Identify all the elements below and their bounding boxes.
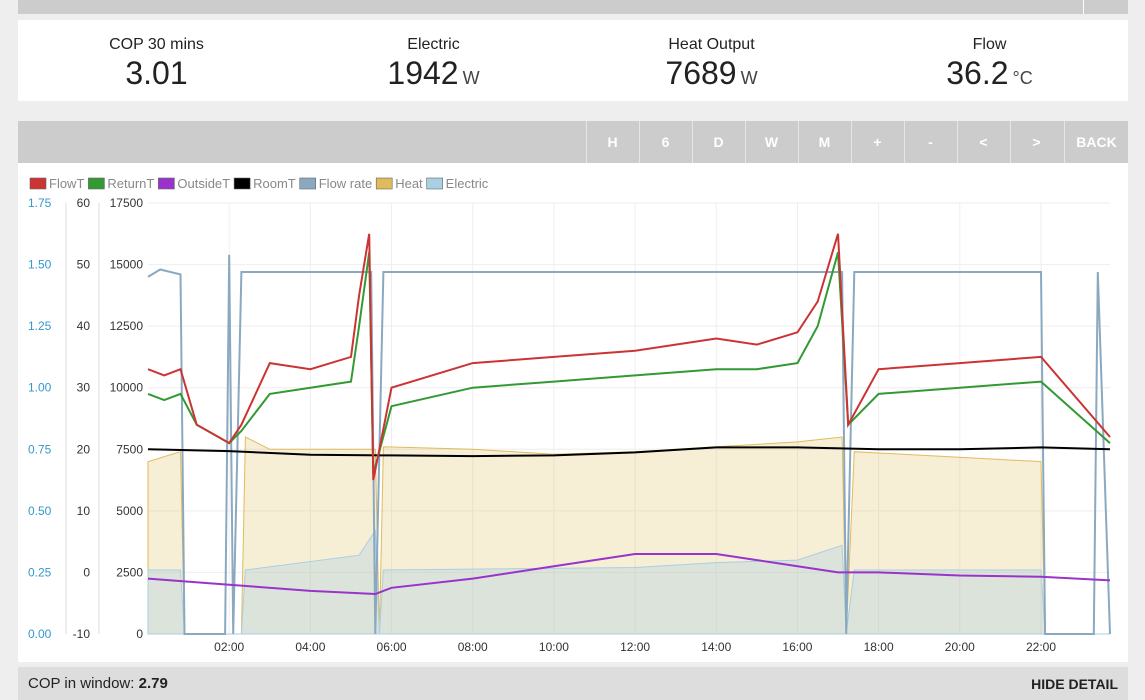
cop-axis-tick: 1.25 [28,319,52,333]
temp-axis-tick: 20 [77,442,91,456]
cop-axis-tick: 1.75 [28,196,52,210]
stat-unit: °C [1012,68,1033,88]
x-axis-tick: 12:00 [620,640,650,654]
temp-axis-tick: 10 [77,504,91,518]
temp-axis-tick: 0 [83,565,90,579]
stat-value: 1942 W [295,56,572,95]
series-flow-rate-line [147,254,1111,635]
temp-axis-tick: -10 [73,627,91,641]
top-bar-divider [1083,0,1084,14]
series-outsidet-line [147,553,1111,596]
power-axis-tick: 0 [136,627,143,641]
stat-label: Flow [972,36,1007,53]
cop-axis-tick: 0.25 [28,565,52,579]
cop-axis-tick: 0.50 [28,504,52,518]
stat-label: COP 30 mins [109,36,204,53]
x-axis-tick: 22:00 [1026,640,1056,654]
stat-number: 1942 [387,55,459,91]
temp-axis-tick: 40 [77,319,91,333]
stats-panel: COP 30 mins 3.01 Electric 1942 W Heat Out… [18,20,1128,101]
stat-number: 3.01 [125,55,188,91]
top-bar [18,0,1128,14]
legend-label-electric: Electric [446,176,489,191]
stat-number: 7689 [665,55,737,91]
stat-value: 36.2 °C [851,56,1128,95]
power-axis-tick: 15000 [110,258,144,272]
legend-label-flowt: FlowT [49,176,84,191]
series-flowt-line [147,233,1111,481]
stat-flow: Flow 36.2 °C [851,36,1128,95]
zoom-in-button[interactable]: + [851,121,903,163]
power-axis-tick: 12500 [110,319,144,333]
cop-axis-tick: 1.50 [28,258,52,272]
stat-label: Electric [407,36,460,53]
pan-right-button[interactable]: > [1010,121,1062,163]
chart-toolbar: H 6 D W M + - < > BACK [18,121,1128,163]
legend-swatch-flow-rate [299,177,317,190]
back-button[interactable]: BACK [1064,121,1128,163]
legend-label-returnt: ReturnT [107,176,154,191]
stat-label: Heat Output [668,36,755,53]
view-6h-button[interactable]: 6 [639,121,691,163]
view-week-button[interactable]: W [745,121,797,163]
x-axis-tick: 06:00 [377,640,407,654]
legend-label-outsidet: OutsideT [177,176,230,191]
stat-value: 3.01 [18,56,295,90]
footer-bar: COP in window: 2.79 HIDE DETAIL [18,667,1128,700]
stat-heat-output: Heat Output 7689 W [573,36,850,95]
cop-label: COP in window: [28,675,135,692]
x-axis-tick: 04:00 [295,640,325,654]
view-day-button[interactable]: D [692,121,744,163]
pan-left-button[interactable]: < [957,121,1009,163]
zoom-out-button[interactable]: - [904,121,956,163]
hide-detail-button[interactable]: HIDE DETAIL [1031,676,1118,692]
stat-unit: W [740,68,758,88]
power-axis-tick: 5000 [116,504,143,518]
legend-swatch-roomt [233,177,251,190]
stat-cop: COP 30 mins 3.01 [18,36,295,90]
x-axis-tick: 02:00 [214,640,244,654]
power-axis-tick: 10000 [110,381,144,395]
stat-number: 36.2 [946,55,1009,91]
x-axis-tick: 08:00 [458,640,488,654]
legend-swatch-heat [375,177,393,190]
cop-value: 2.79 [138,675,168,692]
temp-axis-tick: 60 [77,196,91,210]
legend-label-flow-rate: Flow rate [319,176,372,191]
view-hour-button[interactable]: H [586,121,638,163]
temp-axis-tick: 30 [77,381,91,395]
legend-swatch-electric [426,177,443,190]
stat-electric: Electric 1942 W [295,36,572,95]
x-axis-tick: 20:00 [945,640,975,654]
heatpump-chart[interactable]: 0.00 -10 0 0.25 0 2500 0.50 10 5000 0.75 20 7500 1.0… [18,163,1128,662]
chart-panel: 0.00 -10 0 0.25 0 2500 0.50 10 5000 0.75 20 7500 1.0… [18,163,1128,662]
view-month-button[interactable]: M [798,121,850,163]
power-axis-tick: 2500 [116,565,143,579]
x-axis-tick: 18:00 [864,640,894,654]
power-axis-tick: 17500 [110,196,144,210]
cop-in-window: COP in window: 2.79 [28,675,168,692]
legend-swatch-outsidet [158,177,175,190]
cop-axis-tick: 1.00 [28,381,52,395]
legend-swatch-returnt [88,177,105,190]
power-axis-tick: 7500 [116,442,143,456]
series-roomt-line [147,446,1111,458]
stat-unit: W [462,68,480,88]
x-axis-tick: 10:00 [539,640,569,654]
legend-swatch-flowt [29,177,47,190]
cop-axis-tick: 0.75 [28,442,52,456]
x-axis-tick: 16:00 [782,640,812,654]
temp-axis-tick: 50 [77,258,91,272]
legend-label-roomt: RoomT [253,176,296,191]
legend-label-heat: Heat [395,176,423,191]
cop-axis-tick: 0.00 [28,627,52,641]
x-axis-tick: 14:00 [701,640,731,654]
stat-value: 7689 W [573,56,850,95]
